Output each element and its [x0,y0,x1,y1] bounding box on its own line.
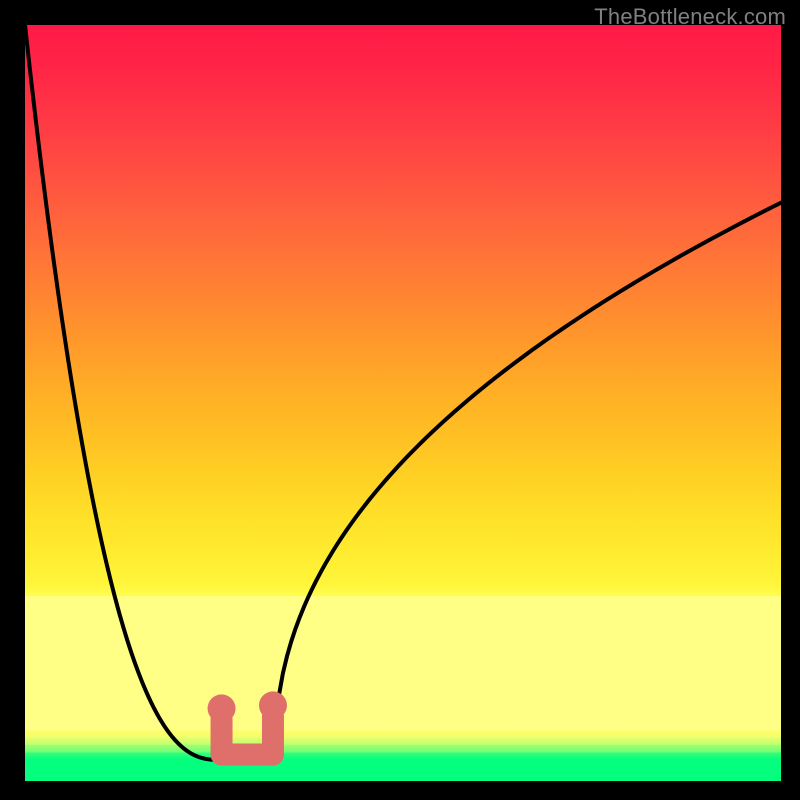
plot-area [25,25,781,781]
bottleneck-curve [25,25,781,781]
chart-frame: TheBottleneck.com [0,0,800,800]
